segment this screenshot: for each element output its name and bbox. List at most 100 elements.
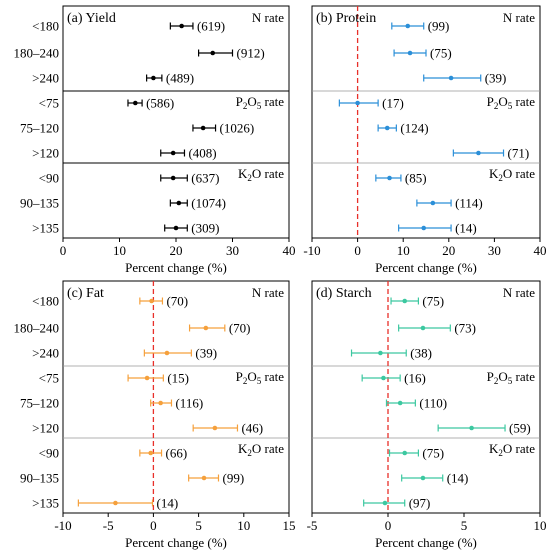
group-label-subscript: 2 [498,173,503,183]
group-label-text: O [247,94,256,109]
row-label: 180–240 [14,321,60,336]
data-point: (912) [198,46,265,61]
panel-frame [311,5,541,239]
data-point: (16) [361,371,426,386]
row-label: <180 [32,19,59,34]
data-point: (619) [169,19,225,34]
point-marker [164,350,170,356]
point-marker [149,298,154,304]
row-label: <75 [39,96,59,111]
sample-size-label: (116) [175,396,203,411]
row-label: >240 [32,71,59,86]
group-label-text: rate [512,369,535,384]
data-point: (14) [398,221,477,236]
group-label-text: rate [261,94,284,109]
x-tick-label: 0 [354,243,361,258]
group-label-text: N rate [252,285,284,300]
x-tick-label: -10 [303,243,320,258]
point-marker [381,375,386,381]
sample-size-label: (70) [166,294,188,309]
group-label-text: O rate [503,441,535,456]
group-label-text: O [247,369,256,384]
panel-title: (b) Protein [316,11,376,26]
x-tick-label: 10 [237,518,250,533]
x-tick-label: 5 [195,518,202,533]
group-label-text: P [236,94,243,109]
point-marker [402,298,408,304]
point-marker [151,75,156,81]
point-marker [378,350,383,356]
sample-size-label: (637) [191,171,219,186]
row-label: >135 [32,221,59,236]
sample-size-label: (73) [454,321,476,336]
data-point: (17) [338,96,404,111]
data-point: (75) [388,446,444,461]
data-point: (116) [150,396,203,411]
sample-size-label: (59) [509,421,531,436]
point-marker [407,50,413,56]
group-label: P2O5 rate [236,369,285,386]
data-point: (75) [393,46,452,61]
row-label: >120 [32,421,59,436]
sample-size-label: (309) [191,221,219,236]
group-label-subscript: 2 [247,173,252,183]
group-label-text: rate [261,369,284,384]
x-tick-label: -5 [103,518,114,533]
sample-size-label: (99) [428,19,450,34]
sample-size-label: (619) [197,19,225,34]
group-label: N rate [252,285,284,300]
x-tick-label: 20 [442,243,455,258]
sample-size-label: (586) [146,96,174,111]
data-point: (99) [188,471,244,486]
data-point: (1074) [169,196,226,211]
sample-size-label: (39) [485,71,507,86]
panel-title: (c) Fat [67,286,104,301]
group-label: K2O rate [238,441,284,458]
data-point: (14) [401,471,468,486]
sample-size-label: (489) [166,71,194,86]
point-marker [210,50,216,56]
group-label-subscript: 5 [257,376,262,386]
sample-size-label: (408) [188,146,216,161]
data-point: (99) [391,19,450,34]
point-marker [430,200,436,206]
group-label-text: P [487,369,494,384]
point-marker [402,450,408,456]
point-marker [133,100,138,106]
point-marker [448,75,454,81]
sample-size-label: (14) [156,496,178,511]
x-tick-label: 10 [113,243,126,258]
sample-size-label: (70) [229,321,251,336]
x-tick-label: 15 [283,518,296,533]
group-label-subscript: 2 [498,448,503,458]
data-point: (73) [398,321,476,336]
group-label-subscript: 2 [494,101,499,111]
point-marker [173,225,179,231]
point-marker [144,375,150,381]
data-point: (489) [146,71,194,86]
group-label-text: K [489,441,499,456]
group-label: P2O5 rate [487,369,536,386]
sample-size-label: (75) [430,46,452,61]
group-label-subscript: 5 [508,101,513,111]
point-marker [201,475,207,481]
point-marker [170,150,176,156]
sample-size-label: (110) [419,396,447,411]
x-tick-label: -10 [54,518,71,533]
data-point: (46) [192,421,263,436]
x-tick-label: -5 [307,518,318,533]
x-tick-label: 40 [283,243,296,258]
group-label: P2O5 rate [236,94,285,111]
x-tick-label: 0 [385,518,392,533]
x-tick-label: 20 [170,243,183,258]
data-point: (97) [363,496,430,511]
sample-size-label: (39) [195,346,217,361]
group-label-text: O rate [503,166,535,181]
group-label-subscript: 2 [247,448,252,458]
group-label-subscript: 2 [243,376,248,386]
point-marker [387,175,392,181]
sample-size-label: (75) [422,446,444,461]
x-tick-label: 0 [150,518,157,533]
